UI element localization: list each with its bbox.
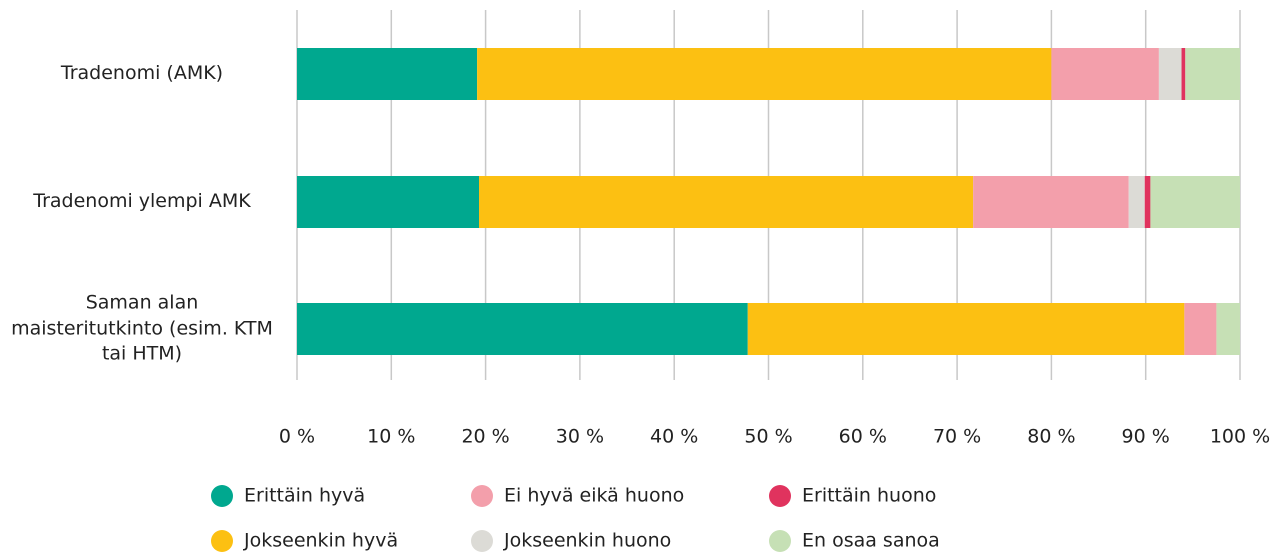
x-tick-label: 20 % [461,426,509,448]
category-label: Tradenomi (AMK) [60,62,224,85]
legend-marker [471,530,493,552]
x-tick-label: 0 % [279,426,315,448]
x-tick-label: 80 % [1027,426,1075,448]
bar-segment [1185,48,1240,100]
category-label: Tradenomi ylempi AMK [33,190,251,213]
category-label: Saman alan maisteritutkinto (esim. KTM t… [11,291,273,365]
legend-label: Jokseenkin hyvä [243,530,398,552]
x-tick-label: 30 % [556,426,604,448]
x-tick-label: 90 % [1122,426,1170,448]
bar-segment [1150,176,1240,228]
legend-label: Jokseenkin huono [503,530,671,552]
x-tick-label: 40 % [650,426,698,448]
bar-segment [1144,176,1151,228]
legend-marker [769,530,791,552]
x-tick-label: 70 % [933,426,981,448]
bar-segment [1051,48,1159,100]
legend-label: Erittäin hyvä [244,485,365,507]
bar-segment [1184,303,1217,355]
x-tick-label: 100 % [1210,426,1270,448]
bar-segment [297,176,479,228]
legend-label: Erittäin huono [802,485,936,507]
x-tick-label: 10 % [367,426,415,448]
bar-segment [1216,303,1240,355]
x-tick-label: 60 % [839,426,887,448]
bar-segment [747,303,1185,355]
x-tick-label: 50 % [744,426,792,448]
legend-marker [769,485,791,507]
legend-label: En osaa sanoa [802,530,940,552]
legend-marker [471,485,493,507]
bar-segment [1128,176,1145,228]
bar-segment [1181,48,1186,100]
bar-segment [297,48,478,100]
bar-segment [1158,48,1182,100]
bar-segment [297,303,748,355]
legend-label: Ei hyvä eikä huono [504,485,684,507]
bar-segment [973,176,1129,228]
legend-marker [211,530,233,552]
bar-segment [477,48,1052,100]
bar-segment [478,176,974,228]
legend-marker [211,485,233,507]
